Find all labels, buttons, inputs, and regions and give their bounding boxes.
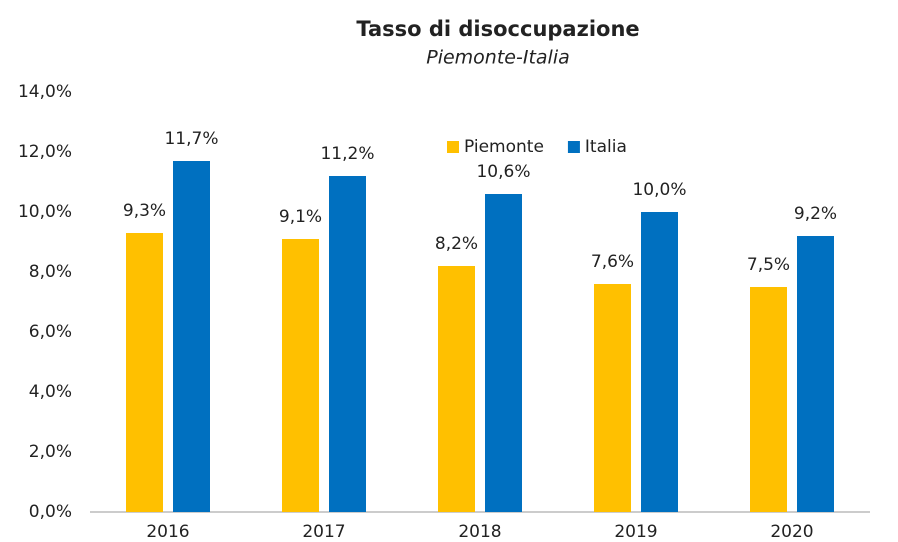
bar: [126, 233, 163, 512]
legend-label: Piemonte: [464, 137, 544, 157]
y-tick-label: 14,0%: [18, 82, 72, 102]
bar: [485, 194, 522, 512]
x-tick-label: 2016: [146, 522, 189, 542]
y-tick-label: 6,0%: [29, 322, 72, 342]
chart-title: Tasso di disoccupazione: [356, 17, 639, 41]
y-tick-label: 12,0%: [18, 142, 72, 162]
bar: [329, 176, 366, 512]
legend-swatch: [567, 141, 580, 153]
y-tick-label: 0,0%: [29, 502, 72, 522]
data-label: 9,2%: [794, 204, 837, 224]
y-tick-label: 2,0%: [29, 442, 72, 462]
legend-label: Italia: [585, 137, 627, 157]
data-label: 11,2%: [320, 144, 374, 164]
x-tick-label: 2020: [770, 522, 813, 542]
bar: [750, 287, 787, 512]
data-label: 11,7%: [164, 129, 218, 149]
x-tick-label: 2019: [614, 522, 657, 542]
bar: [438, 266, 475, 512]
x-tick-label: 2017: [302, 522, 345, 542]
y-tick-label: 10,0%: [18, 202, 72, 222]
data-label: 9,1%: [279, 207, 322, 227]
y-tick-label: 4,0%: [29, 382, 72, 402]
bar: [797, 236, 834, 512]
data-label: 9,3%: [123, 201, 166, 221]
data-label: 10,0%: [632, 180, 686, 200]
bar: [641, 212, 678, 512]
data-label: 8,2%: [435, 234, 478, 254]
data-label: 7,5%: [747, 255, 790, 275]
y-tick-label: 8,0%: [29, 262, 72, 282]
data-label: 7,6%: [591, 252, 634, 272]
bar: [282, 239, 319, 512]
bar: [594, 284, 631, 512]
x-tick-label: 2018: [458, 522, 501, 542]
legend-swatch: [447, 141, 459, 153]
bar: [173, 161, 210, 512]
chart-subtitle: Piemonte-Italia: [426, 47, 570, 69]
data-label: 10,6%: [476, 162, 530, 182]
